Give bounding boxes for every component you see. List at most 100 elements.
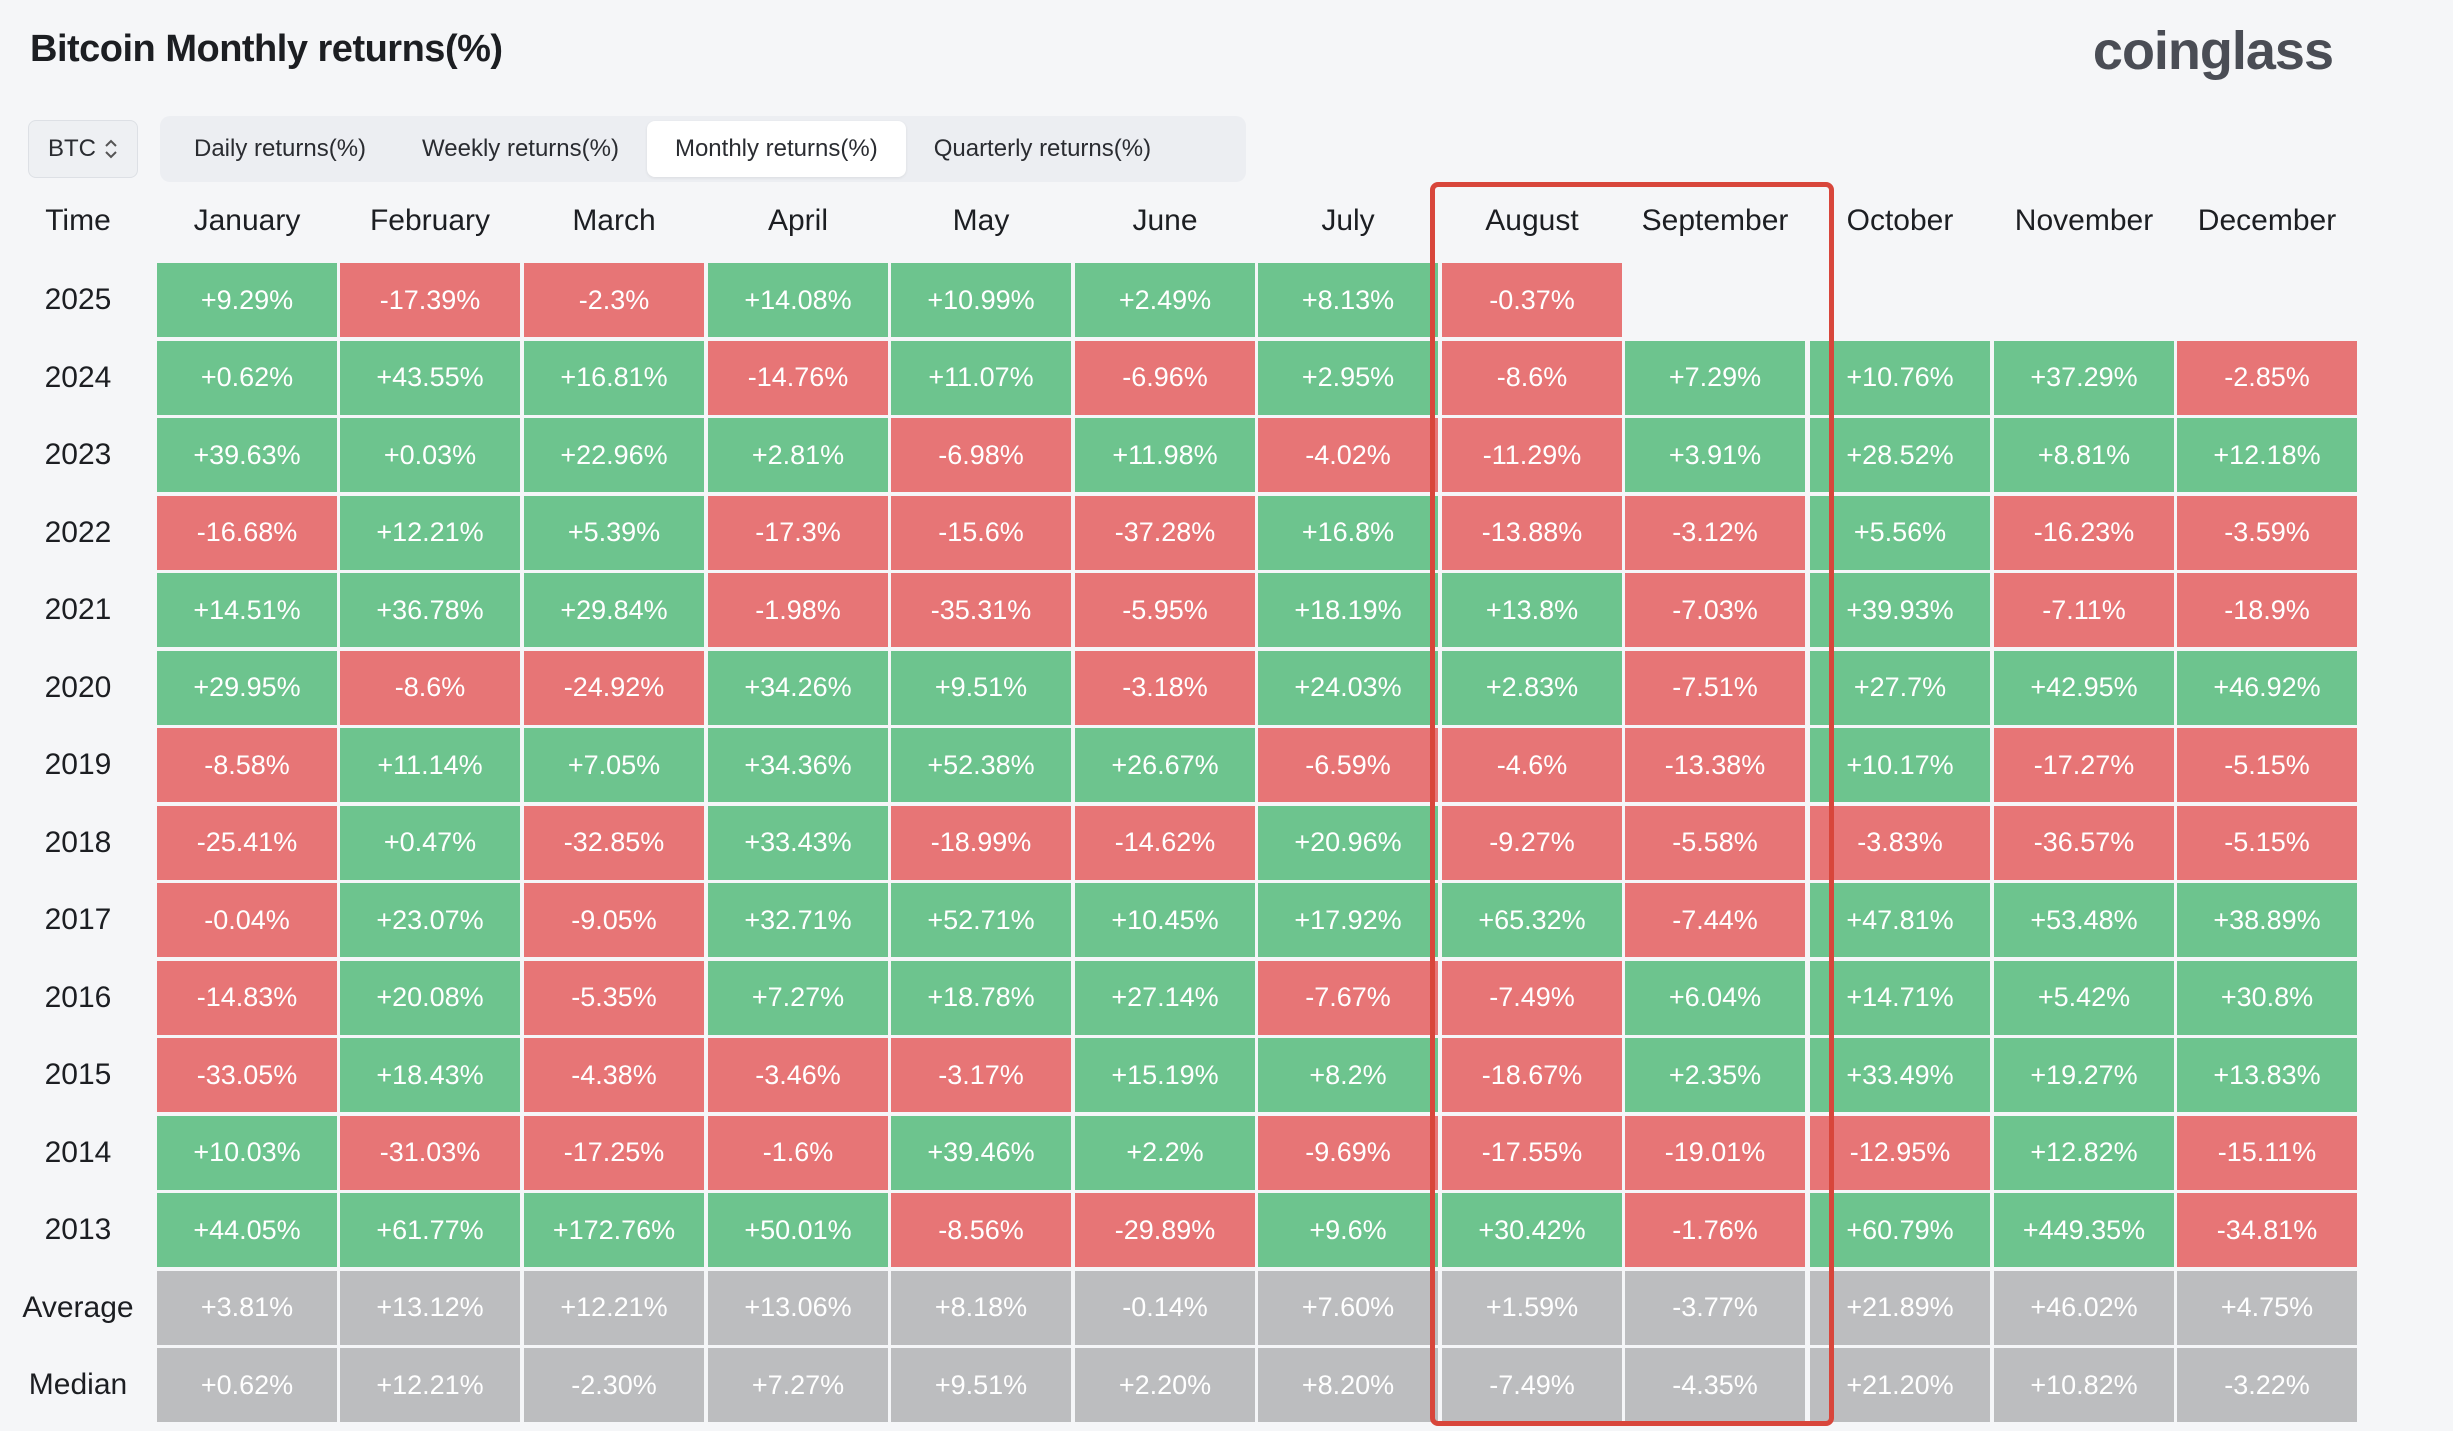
return-cell: -14.62%: [1075, 805, 1255, 880]
return-cell: -9.69%: [1258, 1115, 1438, 1190]
return-cell: +27.7%: [1810, 650, 1990, 725]
return-cell: -7.44%: [1625, 883, 1805, 957]
row-label-2015: 2015: [44, 1058, 112, 1091]
tab-weekly-returns[interactable]: Weekly returns(%): [422, 135, 619, 162]
return-cell: -3.12%: [1625, 495, 1805, 570]
return-cell: +18.19%: [1258, 573, 1438, 647]
asset-select[interactable]: BTC: [28, 120, 138, 178]
asset-select-value: BTC: [48, 135, 96, 162]
tab-daily-returns[interactable]: Daily returns(%): [194, 135, 367, 162]
column-header-july[interactable]: July: [1321, 204, 1375, 237]
row-label-median: Median: [28, 1368, 128, 1401]
column-header-june[interactable]: June: [1132, 204, 1198, 237]
return-cell: -7.11%: [1994, 573, 2174, 647]
return-cell: -13.38%: [1625, 728, 1805, 802]
return-cell: -2.85%: [2177, 340, 2357, 415]
return-cell: -17.27%: [1994, 728, 2174, 802]
column-header-november[interactable]: November: [2014, 204, 2154, 237]
return-cell: +2.20%: [1075, 1348, 1255, 1422]
return-cell: +11.07%: [891, 340, 1071, 415]
return-cell: -17.39%: [340, 263, 520, 337]
return-cell: +8.18%: [891, 1270, 1071, 1345]
return-cell: +34.26%: [708, 650, 888, 725]
return-cell: +10.82%: [1994, 1348, 2174, 1422]
return-cell: +10.45%: [1075, 883, 1255, 957]
return-cell: -4.02%: [1258, 418, 1438, 492]
return-cell: +32.71%: [708, 883, 888, 957]
return-cell: +7.27%: [708, 1348, 888, 1422]
return-cell: [1625, 263, 1805, 337]
row-label-2025: 2025: [44, 283, 112, 316]
return-cell: +14.08%: [708, 263, 888, 337]
return-cell: -3.59%: [2177, 495, 2357, 570]
return-cell: +53.48%: [1994, 883, 2174, 957]
return-cell: -2.30%: [524, 1348, 704, 1422]
column-header-april[interactable]: April: [767, 204, 828, 237]
return-cell: +2.35%: [1625, 1038, 1805, 1112]
return-cell: +37.29%: [1994, 340, 2174, 415]
column-header-time: Time: [45, 204, 111, 237]
column-header-january[interactable]: January: [193, 204, 301, 237]
return-cell: -3.77%: [1625, 1270, 1805, 1345]
return-cell: +13.06%: [708, 1270, 888, 1345]
column-header-may[interactable]: May: [952, 204, 1010, 237]
tab-quarterly-returns[interactable]: Quarterly returns(%): [933, 135, 1152, 162]
return-cell: +14.71%: [1810, 960, 1990, 1035]
return-cell: +18.78%: [891, 960, 1071, 1035]
column-header-march[interactable]: March: [572, 204, 656, 237]
return-cell: +46.02%: [1994, 1270, 2174, 1345]
return-cell: +0.47%: [340, 805, 520, 880]
return-cell: +61.77%: [340, 1193, 520, 1267]
column-header-august[interactable]: August: [1485, 204, 1579, 237]
return-cell: +7.05%: [524, 728, 704, 802]
return-cell: +13.83%: [2177, 1038, 2357, 1112]
return-cell: +21.89%: [1810, 1270, 1990, 1345]
return-cell: -18.99%: [891, 805, 1071, 880]
return-cell: -16.68%: [157, 495, 337, 570]
row-label-2023: 2023: [44, 438, 112, 471]
return-cell: +19.27%: [1994, 1038, 2174, 1112]
return-cell: +30.8%: [2177, 960, 2357, 1035]
return-cell: -13.88%: [1442, 495, 1622, 570]
return-cell: -8.6%: [340, 650, 520, 725]
return-cell: -3.46%: [708, 1038, 888, 1112]
return-cell: -1.6%: [708, 1115, 888, 1190]
brand-logo: coinglass: [2092, 21, 2334, 81]
return-cell: -8.6%: [1442, 340, 1622, 415]
return-cell: +10.03%: [157, 1115, 337, 1190]
return-cell: +9.29%: [157, 263, 337, 337]
return-cell: +38.89%: [2177, 883, 2357, 957]
return-cell: -4.6%: [1442, 728, 1622, 802]
return-cell: +65.32%: [1442, 883, 1622, 957]
return-cell: +27.14%: [1075, 960, 1255, 1035]
return-cell: -4.38%: [524, 1038, 704, 1112]
return-cell: -16.23%: [1994, 495, 2174, 570]
return-cell: +2.2%: [1075, 1115, 1255, 1190]
return-cell: +52.38%: [891, 728, 1071, 802]
return-cell: -7.49%: [1442, 1348, 1622, 1422]
return-cell: -4.35%: [1625, 1348, 1805, 1422]
return-cell: +11.14%: [340, 728, 520, 802]
row-label-2014: 2014: [44, 1135, 112, 1169]
return-cell: +9.51%: [891, 1348, 1071, 1422]
column-header-december[interactable]: December: [2197, 204, 2337, 237]
row-label-2013: 2013: [44, 1213, 112, 1246]
return-cell: +33.49%: [1810, 1038, 1990, 1112]
row-label-average: Average: [22, 1290, 134, 1324]
return-cell: -12.95%: [1810, 1115, 1990, 1190]
return-cell: -19.01%: [1625, 1115, 1805, 1190]
return-cell: +12.21%: [524, 1270, 704, 1345]
chevron-updown-icon: [105, 139, 117, 159]
return-cell: +26.67%: [1075, 728, 1255, 802]
return-cell: +20.08%: [340, 960, 520, 1035]
return-cell: +33.43%: [708, 805, 888, 880]
column-header-september[interactable]: September: [1641, 204, 1789, 237]
column-header-february[interactable]: February: [369, 204, 491, 237]
column-header-october[interactable]: October: [1846, 204, 1954, 237]
return-cell: [1994, 263, 2174, 337]
return-cell: +8.13%: [1258, 263, 1438, 337]
return-cell: [2177, 263, 2357, 337]
return-cell: -9.27%: [1442, 805, 1622, 880]
return-cell: +16.8%: [1258, 495, 1438, 570]
tab-monthly-returns[interactable]: Monthly returns(%): [646, 121, 906, 177]
